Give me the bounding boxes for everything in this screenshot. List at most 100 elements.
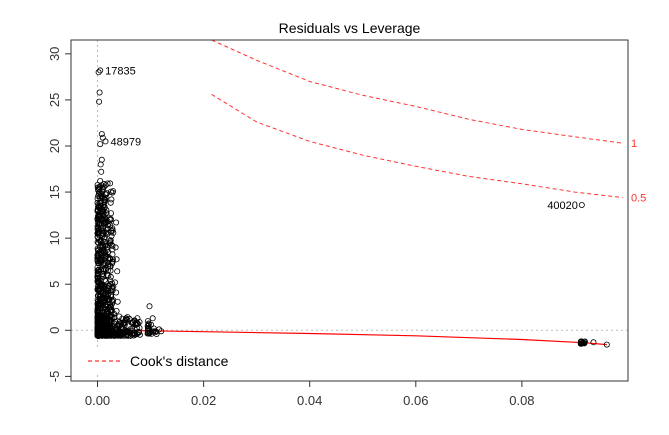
data-point bbox=[98, 130, 105, 137]
data-point bbox=[107, 199, 114, 206]
data-point bbox=[97, 202, 104, 209]
data-point bbox=[97, 67, 104, 74]
x-tick-label: 0.04 bbox=[297, 393, 322, 408]
data-point bbox=[99, 184, 106, 191]
x-axis: 0.00 0.02 0.04 0.06 0.08 bbox=[85, 380, 535, 408]
y-tick-label: 10 bbox=[47, 231, 62, 245]
data-point bbox=[107, 215, 114, 222]
data-point bbox=[98, 156, 105, 163]
data-point bbox=[149, 315, 156, 322]
data-point bbox=[113, 256, 120, 263]
data-point bbox=[94, 223, 101, 230]
data-point bbox=[581, 338, 588, 345]
data-point bbox=[95, 192, 102, 199]
cooks-level-labels: 10.5 bbox=[631, 138, 646, 204]
data-point bbox=[108, 210, 115, 217]
data-point bbox=[104, 246, 111, 253]
data-point bbox=[114, 298, 121, 305]
data-point bbox=[578, 201, 585, 208]
cooks-curve-0 bbox=[211, 40, 623, 144]
data-point bbox=[103, 226, 110, 233]
data-point bbox=[144, 330, 151, 337]
data-point bbox=[94, 272, 101, 279]
data-point bbox=[94, 286, 101, 293]
data-point bbox=[95, 204, 102, 211]
data-point bbox=[113, 219, 120, 226]
data-point bbox=[158, 328, 165, 335]
data-point bbox=[104, 271, 111, 278]
y-axis: -5 0 5 10 15 20 25 30 bbox=[47, 47, 72, 383]
data-point bbox=[101, 199, 108, 206]
data-point bbox=[94, 301, 101, 308]
data-point bbox=[145, 321, 152, 328]
data-point bbox=[114, 268, 121, 275]
x-tick-label: 0.06 bbox=[403, 393, 428, 408]
data-point bbox=[99, 331, 106, 338]
data-point bbox=[118, 319, 125, 326]
data-point bbox=[99, 134, 106, 141]
x-tick-label: 0.08 bbox=[509, 393, 534, 408]
legend: Cook's distance bbox=[78, 348, 248, 374]
data-point bbox=[94, 277, 101, 284]
data-point bbox=[98, 222, 105, 229]
data-point bbox=[104, 244, 111, 251]
data-point bbox=[97, 177, 104, 184]
data-point bbox=[603, 341, 610, 348]
data-point bbox=[98, 316, 105, 323]
data-point bbox=[95, 330, 102, 337]
y-tick-label: 25 bbox=[47, 93, 62, 107]
point-label: 40020 bbox=[547, 200, 578, 212]
smooth-line-group bbox=[97, 329, 607, 346]
data-point bbox=[96, 89, 103, 96]
data-point bbox=[116, 313, 123, 320]
data-point bbox=[100, 196, 107, 203]
data-point bbox=[103, 321, 110, 328]
y-tick-label: 15 bbox=[47, 185, 62, 199]
data-point bbox=[100, 230, 107, 237]
cooks-level-label: 0.5 bbox=[631, 193, 646, 205]
data-point bbox=[99, 283, 106, 290]
data-point bbox=[97, 161, 104, 168]
point-labels: 17835 48979 40020 bbox=[105, 65, 578, 212]
y-tick-label: 0 bbox=[47, 327, 62, 334]
data-point bbox=[95, 260, 102, 267]
data-point bbox=[112, 244, 119, 251]
data-point bbox=[102, 255, 109, 262]
data-point bbox=[102, 194, 109, 201]
data-point bbox=[94, 256, 101, 263]
data-point bbox=[97, 141, 104, 148]
data-point bbox=[100, 266, 107, 273]
data-point bbox=[94, 274, 101, 281]
data-point bbox=[580, 339, 587, 346]
data-point bbox=[102, 215, 109, 222]
data-point bbox=[107, 267, 114, 274]
data-points bbox=[94, 67, 610, 348]
data-point bbox=[136, 318, 143, 325]
data-point bbox=[112, 279, 119, 286]
data-point bbox=[101, 238, 108, 245]
data-point bbox=[95, 213, 102, 220]
y-tick-label: -5 bbox=[47, 371, 62, 383]
data-point bbox=[103, 332, 110, 339]
data-point bbox=[127, 329, 134, 336]
data-point bbox=[136, 324, 143, 331]
data-point bbox=[114, 323, 121, 330]
point-label: 48979 bbox=[110, 136, 141, 148]
data-point bbox=[96, 228, 103, 235]
data-point bbox=[109, 327, 116, 334]
data-point bbox=[94, 207, 101, 214]
data-point bbox=[102, 241, 109, 248]
data-point bbox=[109, 225, 116, 232]
data-point bbox=[104, 180, 111, 187]
data-point bbox=[109, 285, 116, 292]
x-tick-label: 0.02 bbox=[191, 393, 216, 408]
data-point bbox=[121, 319, 128, 326]
data-point bbox=[131, 330, 138, 337]
data-point bbox=[100, 299, 107, 306]
data-point bbox=[98, 249, 105, 256]
y-tick-label: 5 bbox=[47, 281, 62, 288]
data-point bbox=[99, 233, 106, 240]
data-point bbox=[106, 295, 113, 302]
y-tick-label: 20 bbox=[47, 139, 62, 153]
